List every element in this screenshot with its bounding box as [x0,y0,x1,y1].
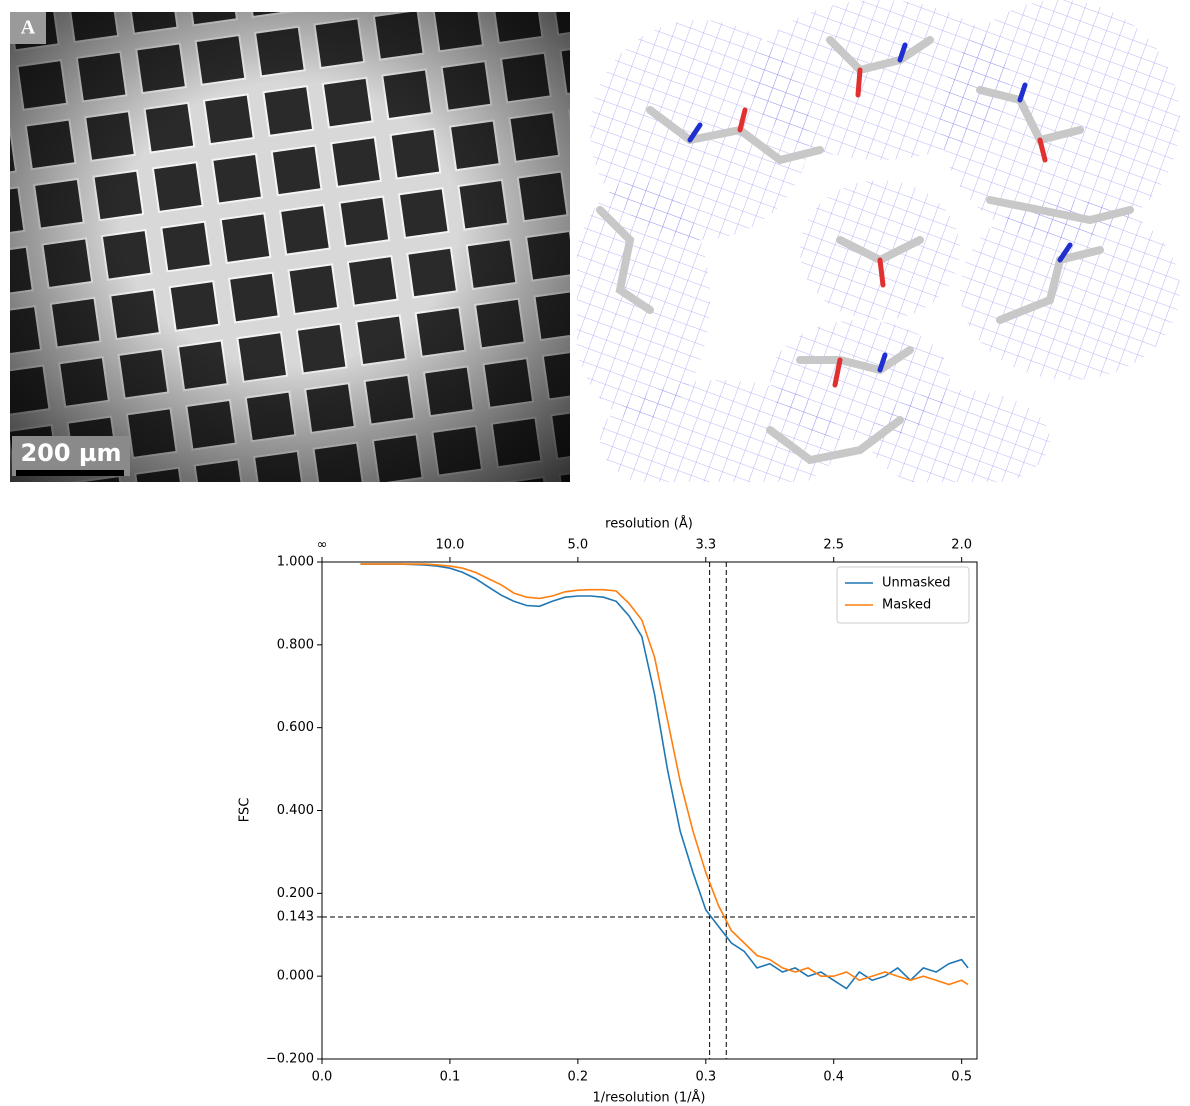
legend-label: Masked [882,598,931,613]
y-tick-label: 0.143 [277,909,314,924]
x-tick-label: 0.0 [312,1070,333,1085]
x-tick-label: 0.4 [823,1070,844,1085]
y-tick-label: −0.200 [266,1052,314,1067]
y-axis-title: FSC [238,798,253,823]
x2-tick-label: ∞ [317,538,328,553]
fsc-chart: resolution (Å) 1/resolution (1/Å) FSC −0… [238,516,978,1106]
x-axis-title: 1/resolution (1/Å) [592,1090,705,1106]
scale-bar-label: 200 µm [20,439,121,467]
page: A 200 µm reso [0,0,1190,1106]
y-tick-label: 0.200 [277,886,314,901]
y-tick-label: 0.800 [277,637,314,652]
panel-label: A [21,17,36,39]
y-tick-label: 1.000 [277,555,314,570]
y-tick-label: 0.600 [277,720,314,735]
x-tick-label: 0.5 [951,1070,972,1085]
x2-tick-label: 2.0 [951,538,972,553]
x2-axis-title: resolution (Å) [605,516,693,532]
x-tick-label: 0.2 [568,1070,589,1085]
legend-label: Unmasked [882,576,950,591]
x2-tick-label: 3.3 [695,538,716,553]
y-tick-label: 0.000 [277,969,314,984]
x2-tick-label: 10.0 [435,538,464,553]
plot-frame [322,562,977,1059]
fsc-line [360,564,968,989]
x-tick-label: 0.3 [695,1070,716,1085]
micrograph: A 200 µm [10,12,570,482]
x2-tick-label: 2.5 [823,538,844,553]
x2-tick-label: 5.0 [568,538,589,553]
scale-bar [16,470,124,476]
x-tick-label: 0.1 [440,1070,461,1085]
y-tick-label: 0.400 [277,803,314,818]
figure: A 200 µm reso [0,0,1190,1106]
fsc-line [360,564,968,984]
density-map [570,0,1190,500]
